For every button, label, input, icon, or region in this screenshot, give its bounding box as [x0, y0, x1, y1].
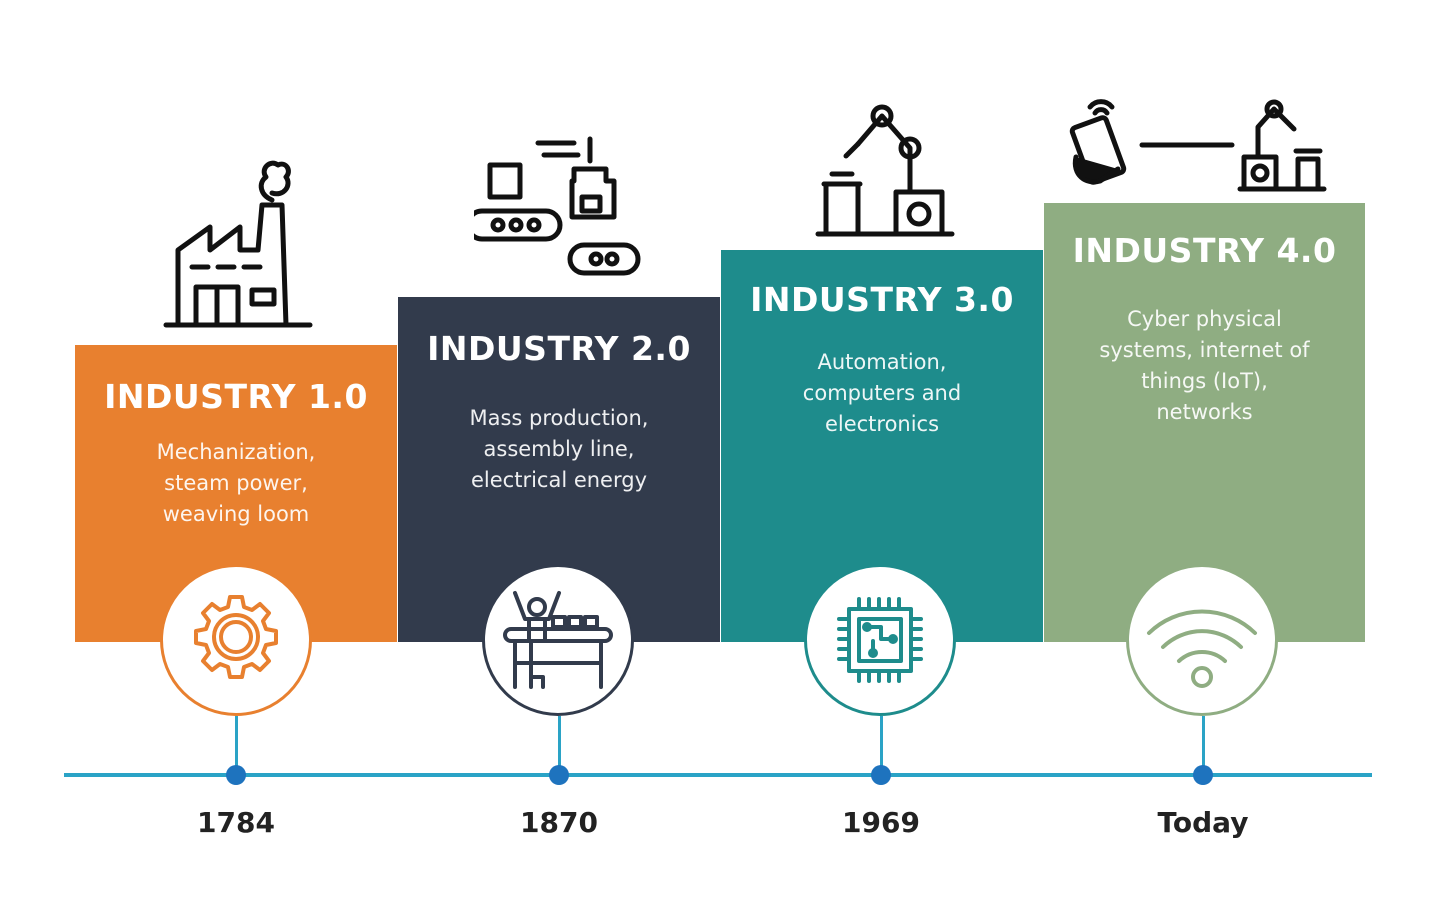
industry-2-block: INDUSTRY 2.0 Mass production, assembly l…: [398, 297, 720, 642]
microchip-icon: [837, 597, 923, 683]
timeline-stem-2: [558, 716, 561, 774]
timeline-dot-1: [226, 765, 246, 785]
year-label-1: 1784: [197, 806, 275, 839]
industry-1-title: INDUSTRY 1.0: [104, 377, 368, 416]
timeline-stem-1: [235, 716, 238, 774]
industry-1-block: INDUSTRY 1.0 Mechanization, steam power,…: [75, 345, 397, 642]
industry-2-description: Mass production, assembly line, electric…: [469, 406, 649, 492]
year-label-3: 1969: [842, 806, 920, 839]
industry-3-description: Automation, computers and electronics: [802, 350, 962, 436]
timeline-dot-4: [1193, 765, 1213, 785]
industry-1-icon-circle: [160, 564, 312, 716]
timeline-axis: [64, 773, 1372, 777]
industry-1-description: Mechanization, steam power, weaving loom: [156, 440, 316, 526]
timeline-stem-3: [880, 716, 883, 774]
industry-4-icon-circle: [1126, 564, 1278, 716]
industry-2-title: INDUSTRY 2.0: [427, 329, 691, 368]
robotic-arm-icon: [815, 104, 955, 237]
assembly-conveyor-icon: [474, 136, 641, 276]
smartphone-robot-connected-icon: [1069, 99, 1327, 192]
timeline-dot-3: [871, 765, 891, 785]
gear-icon: [194, 595, 278, 679]
timeline-dot-2: [549, 765, 569, 785]
industry-3-icon-circle: [804, 564, 956, 716]
factory-icon: [163, 160, 313, 328]
wifi-icon: [1147, 609, 1257, 688]
timeline-stem-4: [1202, 716, 1205, 774]
industry-4-title: INDUSTRY 4.0: [1072, 231, 1337, 270]
year-label-2: 1870: [520, 806, 598, 839]
year-label-4: Today: [1157, 806, 1249, 839]
industry-2-icon-circle: [482, 564, 634, 716]
industry-3-title: INDUSTRY 3.0: [750, 280, 1014, 319]
industry-4-description: Cyber physical systems, internet of thin…: [1099, 307, 1310, 424]
worker-assembly-line-icon: [503, 591, 613, 689]
